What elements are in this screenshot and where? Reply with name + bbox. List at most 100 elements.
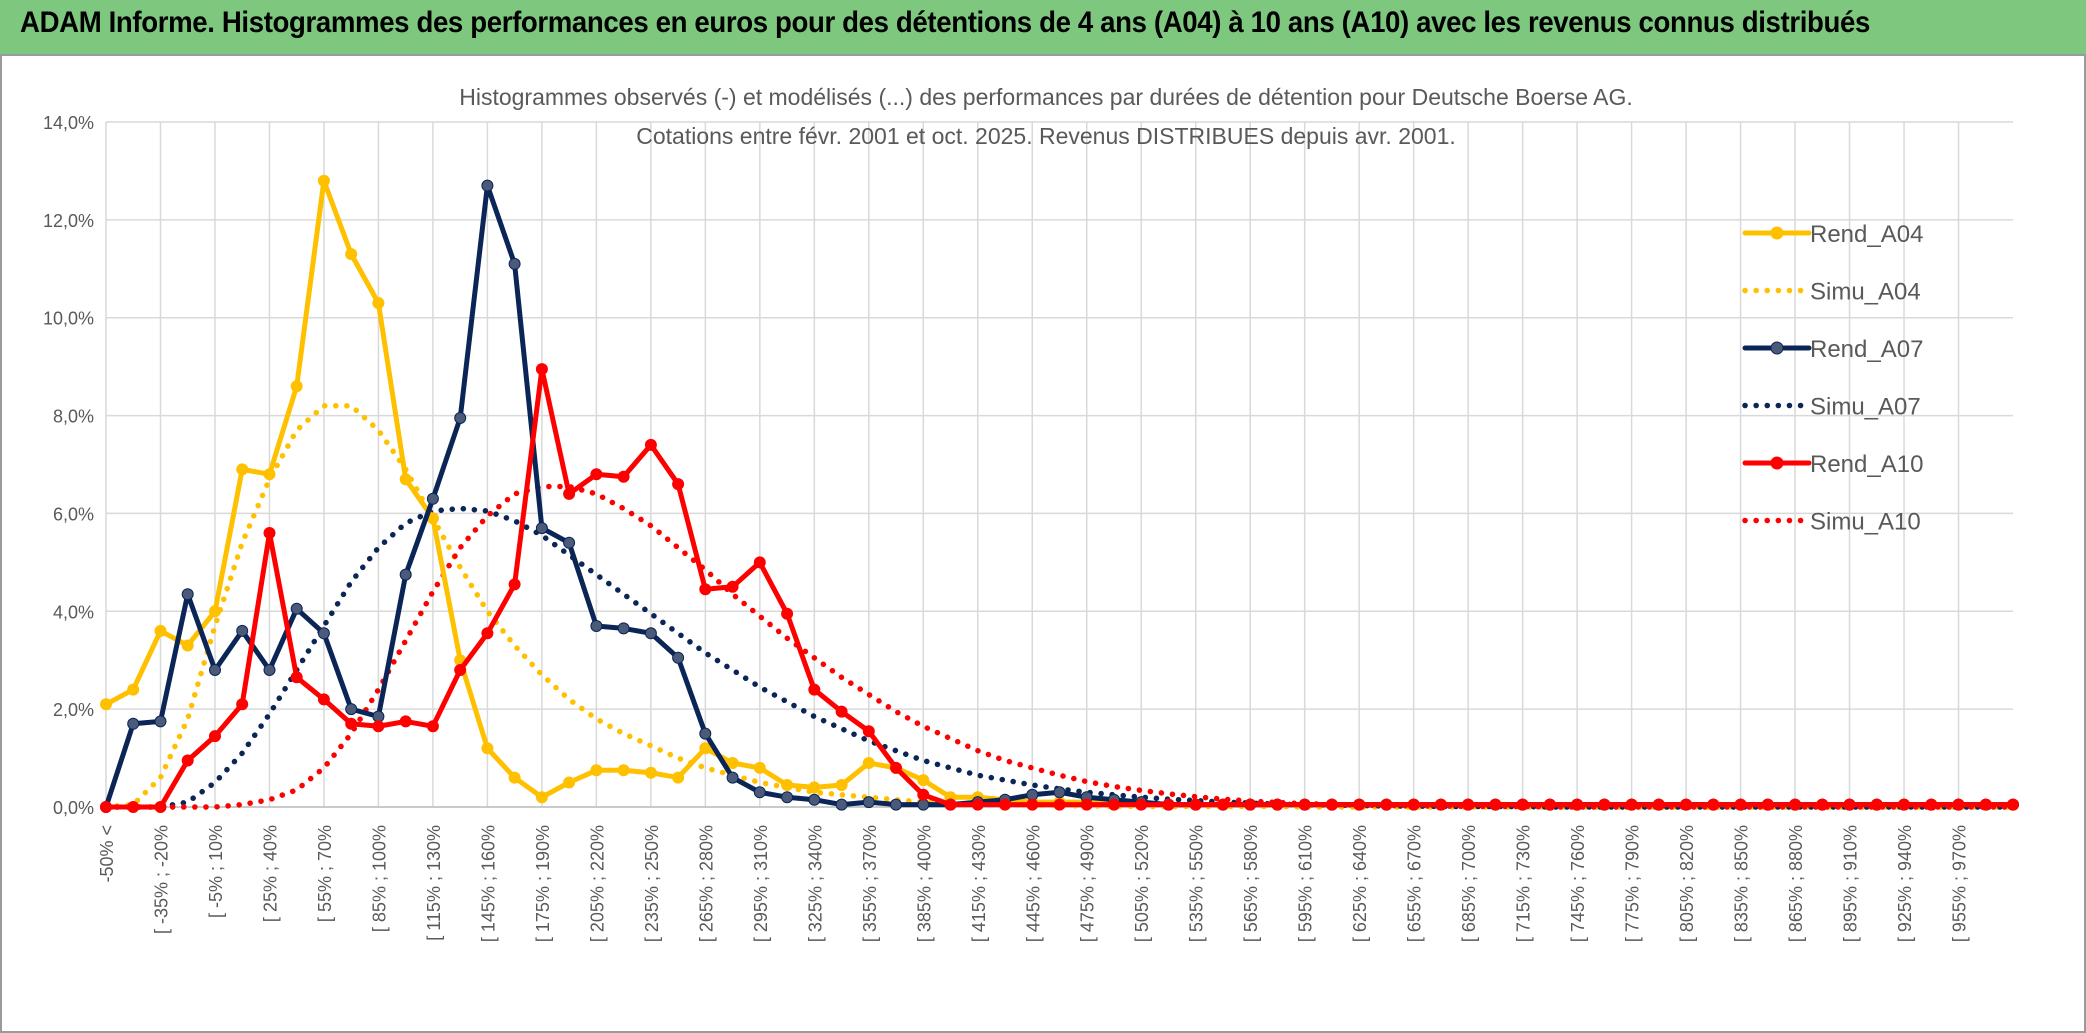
data-point xyxy=(535,522,548,535)
data-point xyxy=(835,798,848,811)
data-point xyxy=(345,248,358,261)
data-point xyxy=(672,478,685,491)
x-tick-label: [ 955% ; 970% xyxy=(1950,825,1970,942)
data-point xyxy=(1053,798,1066,811)
data-point xyxy=(345,703,358,716)
y-tick-label: 6,0% xyxy=(53,504,94,524)
data-point xyxy=(481,179,494,192)
x-tick-label: [ 715% ; 730% xyxy=(1514,825,1534,942)
data-point xyxy=(672,771,685,784)
data-point xyxy=(236,463,249,476)
y-tick-label: 14,0% xyxy=(43,113,94,133)
data-point xyxy=(317,174,330,187)
legend-label: Rend_A10 xyxy=(1810,451,1923,478)
data-point xyxy=(1598,798,1611,811)
y-tick-label: 0,0% xyxy=(53,798,94,818)
data-point xyxy=(181,754,194,767)
y-tick-label: 10,0% xyxy=(43,309,94,329)
data-point xyxy=(290,671,303,684)
data-point xyxy=(1108,798,1120,811)
chart-area: 0,0% 2,0% 4,0% 6,0% 8,0% 10,0% 12,0% 14,0% -50% … xyxy=(0,54,2086,1033)
x-tick-label: [ 355% ; 370% xyxy=(860,825,880,942)
data-point xyxy=(1870,798,1883,811)
report-header: ADAM Informe. Histogrammes des performan… xyxy=(0,0,2086,54)
data-point xyxy=(508,771,521,784)
data-point xyxy=(808,781,821,794)
x-tick-label: [ 205% ; 220% xyxy=(587,825,607,942)
x-tick-label: [ 685% ; 700% xyxy=(1459,825,1479,942)
data-point xyxy=(263,664,276,676)
data-point xyxy=(781,607,794,620)
data-point xyxy=(835,705,848,718)
data-point xyxy=(1407,798,1420,811)
data-point xyxy=(1271,798,1284,811)
data-point xyxy=(236,624,249,637)
data-point xyxy=(590,764,603,777)
x-tick-label: [ 55% ; 70% xyxy=(315,825,335,922)
x-tick-label: -50% < xyxy=(97,825,117,883)
data-point xyxy=(399,568,412,581)
data-point xyxy=(1543,798,1556,811)
data-point xyxy=(372,720,385,733)
x-tick-label: [ 565% ; 580% xyxy=(1241,825,1261,942)
data-point xyxy=(944,798,957,811)
data-point xyxy=(1789,798,1802,811)
data-point xyxy=(917,788,930,801)
x-tick-label: [ -35% ; -20% xyxy=(151,825,171,934)
x-tick-label: [ 625% ; 640% xyxy=(1350,825,1370,942)
data-point xyxy=(617,764,630,777)
data-point xyxy=(454,664,467,676)
x-tick-label: [ 235% ; 250% xyxy=(642,825,662,942)
series-line-rend-a04 xyxy=(103,178,2016,808)
x-tick-label: [ 925% ; 940% xyxy=(1895,825,1915,942)
data-point xyxy=(753,556,766,569)
data-point xyxy=(426,720,439,733)
y-tick-label: 2,0% xyxy=(53,700,94,720)
data-point xyxy=(1217,798,1229,811)
x-tick-label: [ 145% ; 160% xyxy=(478,825,498,942)
data-point xyxy=(890,798,902,811)
data-point xyxy=(1680,798,1693,811)
data-point xyxy=(236,698,249,711)
data-point xyxy=(726,580,739,593)
data-point xyxy=(154,801,167,813)
x-tick-label: [ 595% ; 610% xyxy=(1296,825,1316,942)
x-tick-label: [ 385% ; 400% xyxy=(914,825,934,942)
data-point xyxy=(290,380,303,393)
data-point xyxy=(1080,798,1093,811)
data-point xyxy=(1652,798,1665,811)
x-tick-label: [ 835% ; 850% xyxy=(1732,825,1752,942)
data-point xyxy=(672,651,685,664)
data-point xyxy=(726,771,739,784)
data-point xyxy=(154,624,167,637)
series xyxy=(100,174,2019,813)
x-tick-label: [ -5% ; 10% xyxy=(206,825,226,918)
x-tick-label: [ 265% ; 280% xyxy=(696,825,716,942)
data-point xyxy=(1026,798,1039,811)
y-tick-label: 4,0% xyxy=(53,602,94,622)
report-title: ADAM Informe. Histogrammes des performan… xyxy=(20,6,1870,39)
data-point xyxy=(699,742,712,755)
data-point xyxy=(781,779,794,791)
data-point xyxy=(127,801,140,813)
data-point xyxy=(1816,798,1829,811)
x-tick-label: [ 535% ; 550% xyxy=(1187,825,1207,942)
data-point xyxy=(481,627,494,640)
legend-label: Simu_A10 xyxy=(1810,509,1921,536)
data-point xyxy=(127,683,140,696)
x-tick-label: [ 805% ; 820% xyxy=(1677,825,1697,942)
data-point xyxy=(1952,798,1965,811)
data-point xyxy=(100,801,112,813)
legend-marker xyxy=(1770,341,1784,355)
data-point xyxy=(1489,798,1502,811)
data-point xyxy=(917,774,930,787)
data-point xyxy=(1189,798,1202,811)
data-point xyxy=(1734,798,1747,811)
x-tick-label: [ 115% ; 130% xyxy=(424,825,444,941)
x-tick-label: [ 775% ; 790% xyxy=(1623,825,1643,942)
data-point xyxy=(1925,798,1938,811)
legend-marker xyxy=(1770,456,1784,470)
data-point xyxy=(781,791,794,804)
data-point xyxy=(1325,798,1338,811)
data-point xyxy=(1244,798,1257,811)
